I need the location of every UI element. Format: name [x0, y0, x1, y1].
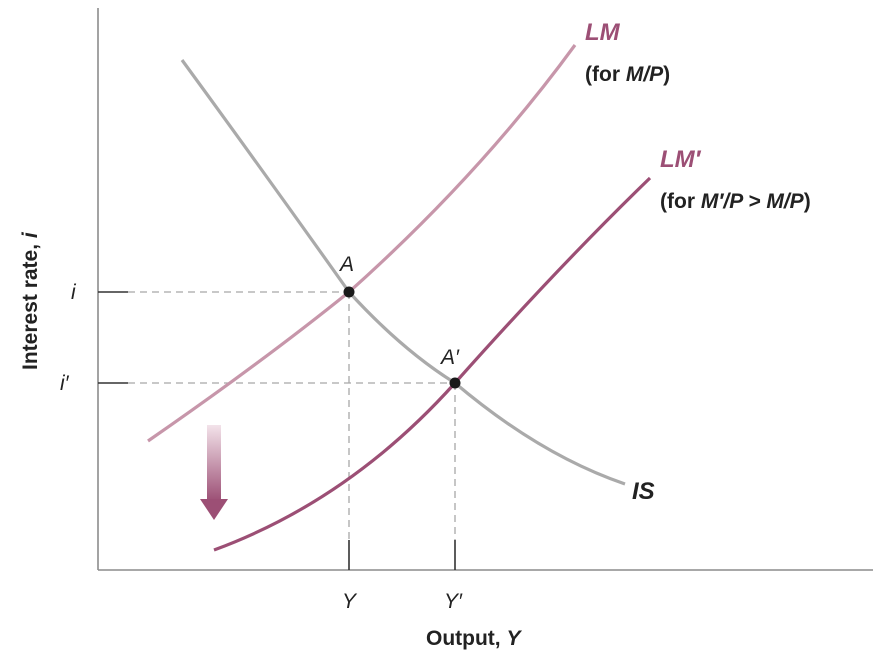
- is-label: IS: [632, 478, 655, 505]
- point-a: [343, 286, 355, 298]
- lm-curve: [147, 44, 577, 443]
- lm-prime-note: (for M′/P > M/P): [660, 190, 811, 213]
- lm-label: LM: [585, 19, 621, 46]
- x-axis-label: Output, Y: [426, 627, 522, 650]
- tick-label-i-prime: i′: [60, 372, 70, 395]
- tick-label-y: Y: [342, 590, 358, 613]
- is-curve: [180, 59, 626, 486]
- tick-label-i: i: [71, 281, 77, 304]
- point-a-prime: [449, 377, 461, 389]
- point-a-prime-label: A′: [439, 346, 460, 369]
- lm-prime-label: LM′: [660, 146, 702, 173]
- lm-prime-curve: [213, 176, 652, 552]
- lm-note: (for M/P): [585, 63, 670, 86]
- y-axis-label: Interest rate, i: [19, 231, 42, 370]
- tick-label-y-prime: Y′: [444, 590, 463, 613]
- down-arrow-icon: [200, 425, 228, 520]
- point-a-label: A: [338, 253, 354, 276]
